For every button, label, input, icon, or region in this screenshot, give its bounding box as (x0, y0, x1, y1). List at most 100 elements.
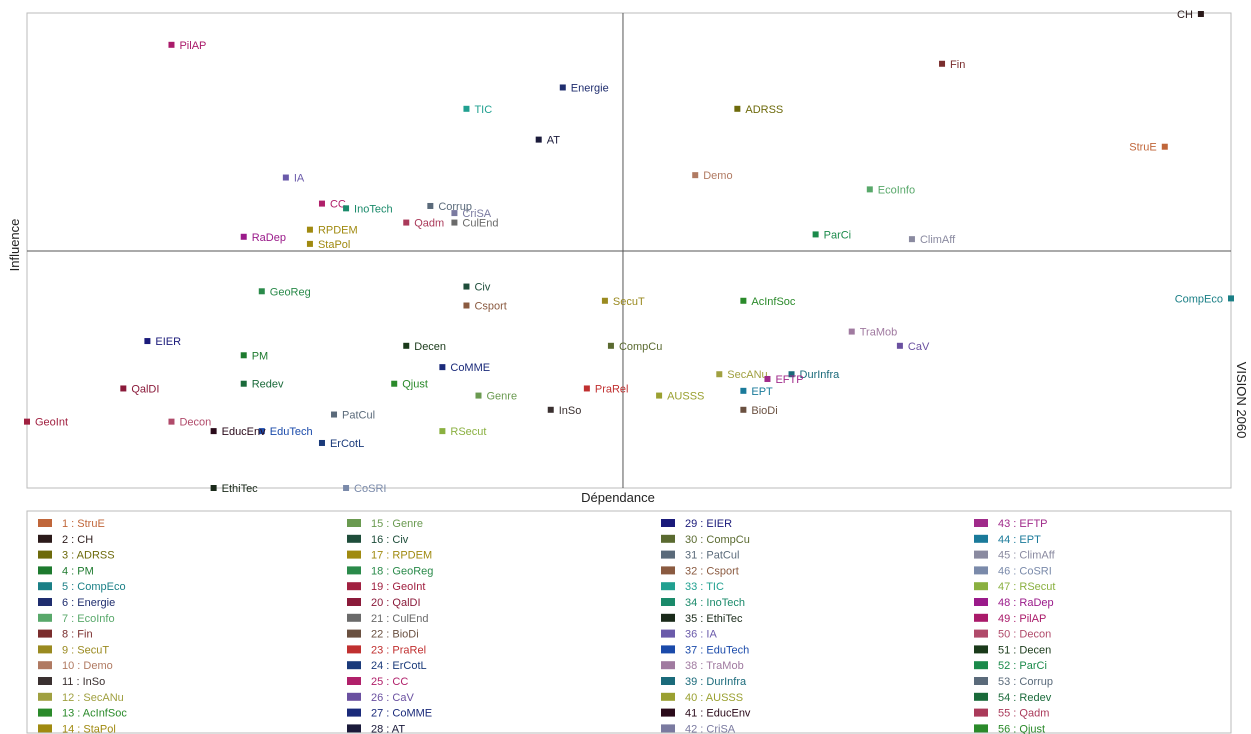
point-label-secut: SecuT (613, 296, 645, 308)
legend-swatch-corrup (974, 677, 988, 685)
legend-entry-parci: 52 : ParCi (998, 660, 1047, 672)
point-label-qaldi: QalDI (131, 383, 159, 395)
point-label-csport: Csport (474, 301, 506, 313)
legend-entry-ept: 44 : EPT (998, 534, 1041, 546)
legend-entry-csport: 32 : Csport (685, 565, 739, 577)
point-cosri (343, 485, 350, 491)
point-qjust (391, 380, 398, 387)
legend: 1 : StruE 2 : CH 3 : ADRSS 4 : PM 5 : CompEc… (38, 518, 1056, 734)
legend-entry-patcul: 31 : PatCul (685, 550, 739, 562)
legend-entry-decon: 50 : Decon (998, 629, 1051, 641)
legend-swatch-radep (974, 598, 988, 606)
point-genre (475, 392, 482, 399)
legend-swatch-fin (38, 629, 52, 638)
point-qaldi (120, 385, 127, 392)
point-crisa (451, 210, 458, 217)
legend-swatch-crisa (661, 724, 675, 733)
point-label-rpdem: RPDEM (318, 225, 358, 237)
point-tic (463, 105, 470, 112)
legend-entry-edutech: 37 : EduTech (685, 644, 749, 656)
legend-swatch-secut (38, 645, 52, 654)
point-cav (896, 342, 903, 349)
legend-swatch-eftp (974, 519, 988, 527)
legend-swatch-qjust (974, 724, 988, 733)
point-label-parci: ParCi (824, 229, 852, 241)
legend-swatch-comme (347, 708, 361, 717)
point-label-educenv: EducEnv (222, 426, 267, 438)
legend-swatch-at (347, 724, 361, 733)
point-label-radep: RaDep (252, 232, 286, 244)
legend-entry-qadm: 55 : Qadm (998, 708, 1049, 720)
point-energie (559, 84, 566, 91)
legend-entry-decen: 51 : Decen (998, 644, 1051, 656)
legend-swatch-adrss (38, 550, 52, 559)
point-culend (451, 219, 458, 226)
legend-entry-at: 28 : AT (371, 723, 405, 734)
legend-swatch-energie (38, 598, 52, 606)
legend-swatch-cosri (974, 566, 988, 575)
legend-entry-civ: 16 : Civ (371, 534, 409, 546)
x-axis-title: Dépendance (581, 490, 655, 505)
point-label-compcu: CompCu (619, 341, 662, 353)
point-label-civ: Civ (474, 282, 490, 294)
legend-entry-acinfsoc: 13 : AcInfSoc (62, 708, 127, 720)
point-biodi (740, 406, 747, 413)
point-prarel (583, 385, 590, 392)
point-cc (318, 200, 325, 207)
point-label-strue: StruE (1129, 142, 1157, 154)
point-label-ercotl: ErCotL (330, 438, 364, 450)
legend-entry-eier: 29 : EIER (685, 518, 732, 530)
legend-entry-crisa: 42 : CriSA (685, 723, 736, 734)
point-ept (740, 387, 747, 394)
point-label-redev: Redev (252, 379, 284, 391)
point-eier (144, 338, 151, 345)
legend-swatch-edutech (661, 645, 675, 654)
point-label-ia: IA (294, 173, 305, 185)
legend-entry-corrup: 53 : Corrup (998, 676, 1053, 688)
legend-swatch-ercotl (347, 661, 361, 670)
point-qadm (403, 219, 410, 226)
legend-entry-cav: 26 : CaV (371, 692, 414, 704)
point-label-ch: CH (1177, 9, 1193, 21)
legend-swatch-tic (661, 582, 675, 591)
point-label-tramob: TraMob (860, 327, 898, 339)
legend-swatch-decen (974, 645, 988, 654)
legend-swatch-ethitec (661, 613, 675, 622)
point-ercotl (318, 439, 325, 446)
legend-swatch-inotech (661, 598, 675, 606)
legend-entry-qjust: 56 : Qjust (998, 723, 1045, 734)
legend-swatch-cav (347, 692, 361, 701)
point-radep (240, 233, 247, 240)
legend-entry-cc: 25 : CC (371, 676, 408, 688)
point-csport (463, 302, 470, 309)
legend-entry-ecoinfo: 7 : EcoInfo (62, 613, 115, 625)
point-durinfra (788, 371, 795, 378)
legend-entry-qaldi: 20 : QalDI (371, 597, 421, 609)
point-secanu (716, 371, 723, 378)
point-ch (1197, 11, 1204, 17)
legend-entry-strue: 1 : StruE (62, 518, 105, 530)
legend-entry-rpdem: 17 : RPDEM (371, 550, 432, 562)
point-strue (1161, 143, 1168, 150)
legend-swatch-demo (38, 661, 52, 670)
point-demo (692, 172, 699, 179)
point-label-adrss: ADRSS (745, 104, 783, 116)
legend-swatch-pm (38, 566, 52, 575)
point-rpdem (306, 226, 313, 233)
legend-entry-rsecut: 47 : RSecut (998, 581, 1055, 593)
legend-entry-compcu: 30 : CompCu (685, 534, 750, 546)
legend-swatch-qaldi (347, 598, 361, 606)
legend-entry-tramob: 38 : TraMob (685, 660, 744, 672)
legend-swatch-civ (347, 534, 361, 543)
point-label-rsecut: RSecut (450, 426, 486, 438)
point-eftp (764, 375, 771, 382)
point-at (535, 136, 542, 143)
point-civ (463, 283, 470, 290)
legend-swatch-compcu (661, 534, 675, 543)
point-label-prarel: PraRel (595, 383, 629, 395)
point-label-qadm: Qadm (414, 218, 444, 230)
legend-entry-comme: 27 : CoMME (371, 708, 432, 720)
point-label-edutech: EduTech (270, 426, 313, 438)
point-patcul (331, 411, 338, 418)
point-edutech (258, 428, 265, 435)
